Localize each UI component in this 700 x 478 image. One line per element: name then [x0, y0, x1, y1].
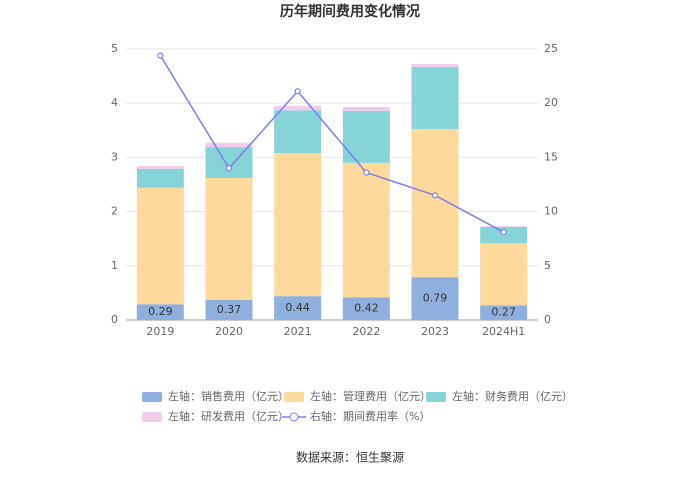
bar-segment — [342, 110, 390, 163]
value-label: 0.37 — [217, 303, 242, 316]
bar-segment — [136, 168, 184, 188]
bar-segment — [342, 106, 390, 111]
y-tick-label: 3 — [111, 150, 118, 163]
y2-tick-label: 10 — [544, 205, 558, 218]
bar-segment — [480, 226, 528, 227]
bar-segment — [274, 153, 322, 297]
value-label: 0.44 — [285, 301, 310, 314]
legend-label: 左轴：研发费用（亿元） — [168, 409, 289, 423]
value-label: 0.42 — [354, 302, 379, 315]
value-label: 0.29 — [148, 305, 173, 318]
legend-swatch — [142, 412, 162, 422]
rate-point — [294, 88, 301, 95]
y-tick-label: 0 — [111, 313, 118, 326]
rate-line — [159, 55, 505, 233]
y-tick-label: 1 — [111, 259, 118, 272]
y2-tick-label: 0 — [544, 313, 551, 326]
y2-tick-label: 5 — [544, 259, 551, 272]
bar-segment — [205, 147, 253, 178]
bar-segment — [342, 162, 390, 298]
bar-segment — [205, 142, 253, 148]
legend-label: 左轴：财务费用（亿元） — [452, 389, 573, 403]
rate-point — [157, 52, 164, 59]
legend-label: 右轴：期间费用率（%） — [310, 409, 430, 423]
x-tick-label: 2022 — [352, 325, 380, 338]
legend-swatch — [426, 392, 446, 402]
x-tick-label: 2021 — [284, 325, 312, 338]
x-tick-label: 2019 — [146, 325, 174, 338]
y2-tick-label: 25 — [544, 42, 558, 55]
bar-segment — [411, 129, 459, 278]
rate-point — [431, 192, 439, 199]
legend-label: 左轴：管理费用（亿元） — [310, 389, 431, 403]
y2-tick-label: 20 — [544, 96, 558, 109]
y-tick-label: 4 — [111, 96, 118, 109]
source: 数据来源：恒生聚源 — [296, 450, 404, 465]
rate-point — [500, 229, 507, 236]
bar-segment — [480, 243, 528, 306]
legend-swatch — [142, 392, 162, 402]
bar-segment — [136, 304, 184, 320]
y2-tick-label: 15 — [544, 150, 558, 163]
x-tick-label: 2020 — [215, 325, 243, 338]
x-tick-label: 2024H1 — [482, 325, 525, 338]
bar-segment — [136, 166, 184, 169]
bar-segment — [274, 110, 322, 154]
bar-segment — [480, 305, 528, 320]
chart-title: 历年期间费用变化情况 — [280, 3, 420, 20]
bar-segment — [411, 66, 459, 130]
bar-segment — [136, 187, 184, 305]
bar-segment — [411, 64, 459, 67]
legend-swatch — [284, 392, 304, 402]
value-label: 0.27 — [491, 306, 516, 319]
rate-point — [363, 169, 370, 176]
legend-label: 左轴：销售费用（亿元） — [168, 389, 289, 403]
bar-segment — [205, 177, 253, 300]
legend-marker — [289, 412, 299, 422]
bar-segment — [274, 296, 322, 320]
y-tick-label: 5 — [111, 42, 118, 55]
bar-segment — [411, 277, 459, 320]
x-tick-label: 2023 — [421, 325, 449, 338]
y-tick-label: 2 — [111, 205, 118, 218]
value-label: 0.79 — [423, 292, 448, 305]
bar-segment — [205, 299, 253, 320]
bar-segment — [274, 105, 322, 111]
rate-point — [225, 165, 233, 172]
bar-segment — [342, 297, 390, 320]
